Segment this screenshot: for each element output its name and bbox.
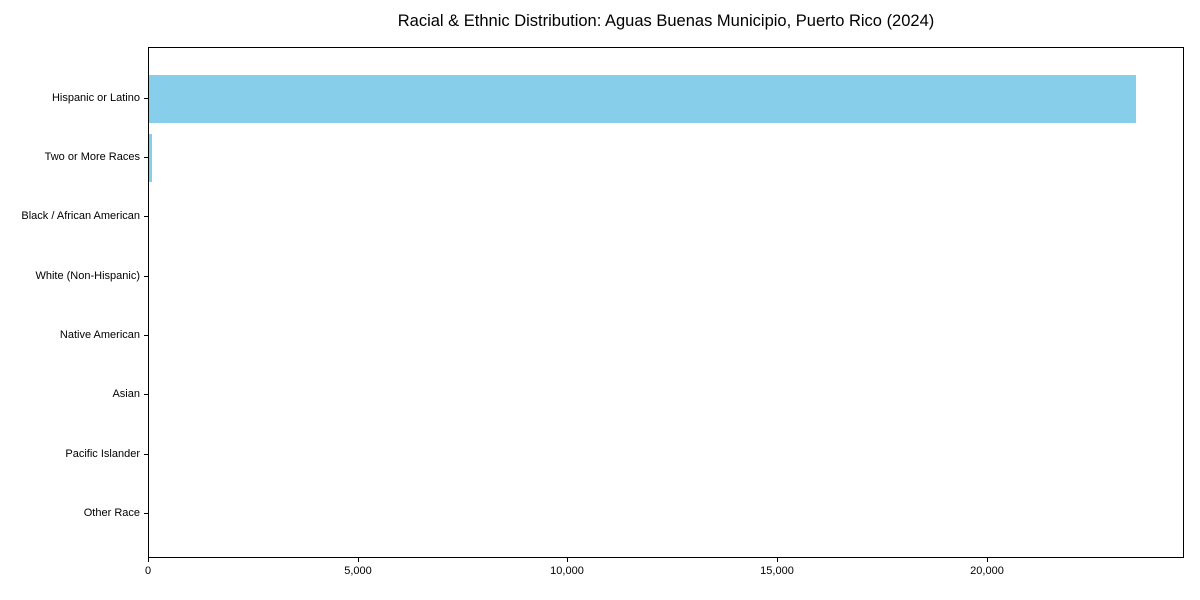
ytick-mark-pacific-islander [144, 454, 148, 455]
ytick-label-two-or-more-races: Two or More Races [44, 151, 140, 163]
ytick-mark-native-american [144, 335, 148, 336]
xtick-mark-15-000 [777, 558, 778, 562]
ytick-mark-other-race [144, 513, 148, 514]
ytick-mark-white-non-hispanic [144, 276, 148, 277]
ytick-label-hispanic-or-latino: Hispanic or Latino [51, 92, 140, 104]
ytick-label-other-race: Other Race [83, 507, 140, 519]
ytick-label-white-non-hispanic: White (Non-Hispanic) [35, 270, 140, 282]
xtick-label-0: 0 [144, 565, 152, 577]
ytick-mark-hispanic-or-latino [144, 98, 148, 99]
xtick-label-20-000: 20,000 [970, 565, 1004, 577]
ytick-mark-asian [144, 394, 148, 395]
ytick-label-asian: Asian [112, 388, 140, 400]
xtick-mark-10-000 [567, 558, 568, 562]
xtick-mark-20-000 [987, 558, 988, 562]
ytick-mark-black-african-american [144, 216, 148, 217]
ytick-label-pacific-islander: Pacific Islander [65, 448, 140, 460]
chart-title: Racial & Ethnic Distribution: Aguas Buen… [397, 12, 935, 30]
bar-hispanic-or-latino [149, 75, 1136, 123]
bar-two-or-more-races [149, 134, 152, 182]
xtick-label-10-000: 10,000 [550, 565, 584, 577]
ytick-mark-two-or-more-races [144, 157, 148, 158]
xtick-label-5-000: 5,000 [344, 565, 372, 577]
ytick-label-native-american: Native American [59, 329, 140, 341]
plot-area [148, 47, 1184, 558]
xtick-mark-0 [148, 558, 149, 562]
xtick-mark-5-000 [358, 558, 359, 562]
xtick-label-15-000: 15,000 [760, 565, 794, 577]
ytick-label-black-african-american: Black / African American [21, 210, 140, 222]
